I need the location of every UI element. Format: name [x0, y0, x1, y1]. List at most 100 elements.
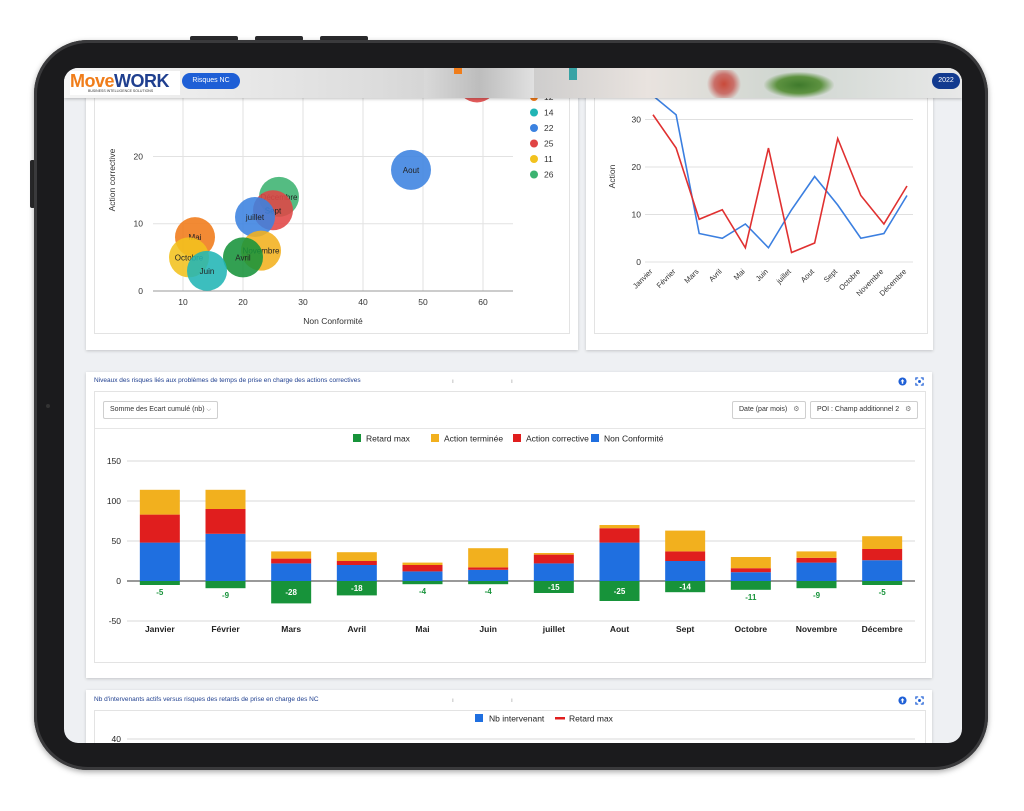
bar-segment [139, 542, 180, 581]
bar-segment [796, 562, 837, 581]
legend-swatch [530, 108, 538, 117]
x-tick-label: Décembre [862, 624, 903, 634]
data-label: -15 [548, 583, 560, 592]
poi-select[interactable]: POI : Champ additionnel 2 ⚙ [810, 401, 919, 419]
data-label: -11 [745, 593, 757, 602]
bar-segment [665, 551, 706, 561]
y-tick-label: 20 [134, 151, 144, 161]
fullscreen-icon[interactable] [915, 696, 924, 705]
y-tick-label: 150 [107, 456, 121, 466]
legend-label: Action terminée [444, 434, 503, 444]
data-label: -9 [813, 591, 821, 600]
bar-segment [468, 567, 509, 570]
series-line [652, 114, 908, 254]
stacked-bar-chart: Retard max Action terminée Action correcti… [107, 434, 915, 634]
legend-swatch [353, 434, 361, 442]
bar-segment [139, 489, 180, 515]
bar-segment [730, 568, 771, 573]
measure-select[interactable]: Somme des Ecart cumulé (nb) ⌵ [103, 401, 219, 419]
x-tick-label: Aout [799, 266, 817, 284]
bar-segment-negative [533, 581, 574, 593]
bar-segment-negative [402, 581, 443, 585]
bar-segment-negative [468, 581, 509, 585]
bubble-label: Aout [403, 166, 420, 175]
bar-segment [402, 562, 443, 565]
bar-segment [205, 489, 246, 509]
bar-segment [271, 558, 312, 564]
banner-photo-strip [424, 68, 534, 98]
tab-risques-nc[interactable]: Risques NC [182, 73, 240, 89]
y-tick-label: 30 [632, 115, 642, 125]
x-tick-label: 60 [478, 297, 488, 307]
x-tick-label: Avril [707, 267, 724, 284]
data-label: -5 [879, 588, 887, 597]
legend-label: 26 [544, 170, 554, 180]
legend-label: Non Conformité [604, 434, 664, 444]
x-tick-label: Février [655, 267, 678, 290]
bar-segment [271, 551, 312, 559]
legend-label: 11 [544, 154, 553, 164]
x-axis-title: Non Conformité [303, 316, 363, 326]
bubble-point [235, 197, 275, 237]
date-select[interactable]: Date (par mois) ⚙ [732, 401, 807, 419]
banner-plant [764, 72, 834, 98]
x-tick-label: Sept [822, 266, 840, 284]
top-bar: MoveWORK BUSINESS INTELLIGENCE SOLUTIONS… [64, 68, 962, 98]
x-tick-label: Avril [348, 624, 367, 634]
fullscreen-icon[interactable] [915, 377, 924, 386]
data-label: -4 [419, 587, 427, 596]
legend-label: Retard max [569, 714, 614, 724]
bar-segment [402, 565, 443, 572]
x-tick-label: Mai [732, 267, 747, 282]
x-tick-label: 40 [358, 297, 368, 307]
toolbar-divider [95, 428, 925, 429]
legend-swatch [591, 434, 599, 442]
export-icon[interactable] [898, 696, 907, 705]
y-tick-label: 0 [636, 257, 641, 267]
legend-swatch [475, 714, 483, 722]
measure-select-label: Somme des Ecart cumulé (nb) [110, 406, 205, 413]
legend-swatch [555, 717, 565, 720]
bar-segment [796, 551, 837, 558]
y-tick-label: 10 [134, 219, 144, 229]
series-line [652, 95, 908, 250]
panel-title-intervenants: Nb d'intervenants actifs versus risques … [94, 696, 319, 703]
x-tick-label: 50 [418, 297, 428, 307]
tablet-button-top-1 [190, 36, 238, 41]
x-tick-label: Aout [610, 624, 630, 634]
bar-segment [862, 536, 903, 549]
data-label: -14 [679, 583, 691, 592]
tablet-button-side [30, 160, 35, 208]
y-axis-title: Action corrective [107, 148, 117, 211]
export-icon[interactable] [898, 377, 907, 386]
bubble-label: Avril [235, 253, 251, 262]
bar-segment [862, 549, 903, 561]
bar-segment-negative [665, 581, 706, 593]
logo-text-b: WORK [114, 71, 170, 91]
tablet-button-top-2 [255, 36, 303, 41]
x-tick-label: juillet [542, 624, 565, 634]
bubble-point [187, 250, 227, 291]
x-tick-label: Mars [281, 624, 301, 634]
year-badge[interactable]: 2022 [932, 73, 960, 89]
legend-label: 22 [544, 123, 554, 133]
bar-segment [665, 561, 706, 581]
y-tick-label: 40 [112, 734, 122, 743]
bar-segment [205, 509, 246, 534]
bubble-label: Mai [189, 233, 202, 242]
bubble-point [391, 149, 431, 190]
x-tick-label: Mai [415, 624, 429, 634]
bar-segment [730, 557, 771, 569]
x-tick-label: Juin [754, 267, 770, 283]
line-chart-frame: 0 10 20 30 Action Janvier Février Mars Avril Mai J… [594, 68, 928, 334]
panel-marker-2: ı [511, 378, 513, 385]
intervenants-chart: Nb intervenant Retard max 40 [112, 714, 915, 743]
gear-icon: ⚙ [905, 406, 912, 413]
x-tick-label: Juin [479, 624, 496, 634]
data-label: -5 [156, 588, 164, 597]
y-tick-label: 0 [138, 286, 143, 296]
x-tick-label: Janvier [145, 624, 175, 634]
risk-chart-frame: Somme des Ecart cumulé (nb) ⌵ Date (par … [94, 391, 926, 663]
legend-swatch [530, 170, 538, 179]
legend-swatch [530, 139, 538, 148]
